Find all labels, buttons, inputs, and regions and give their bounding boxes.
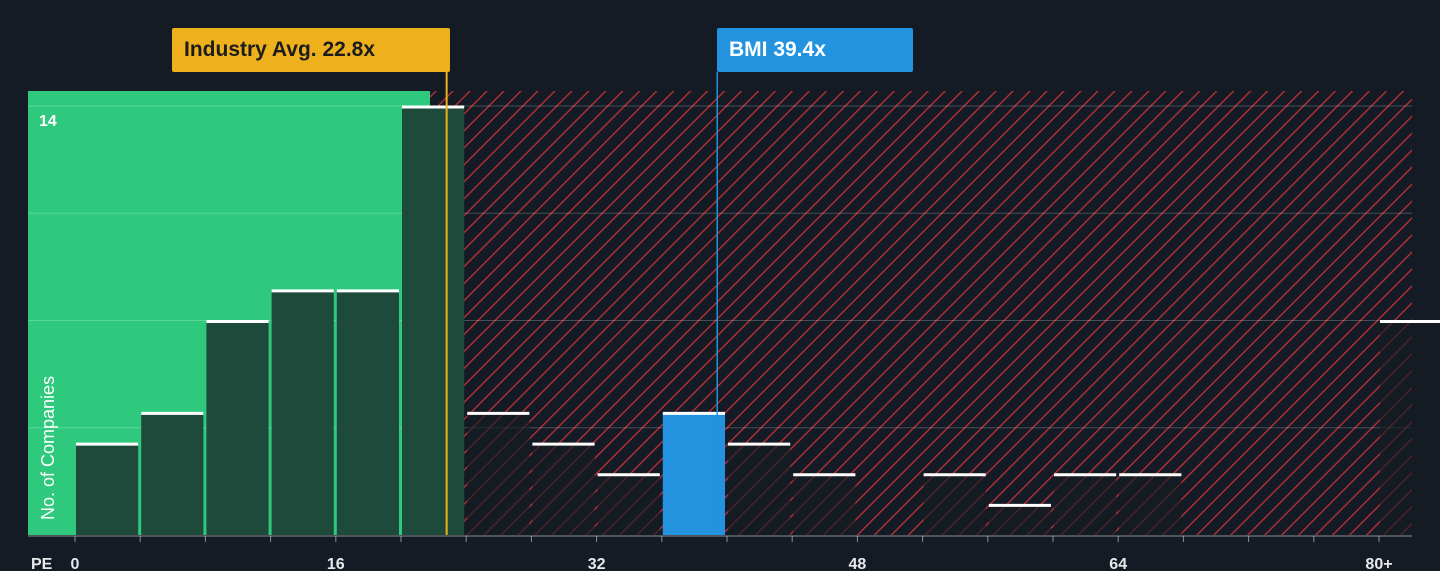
histogram-bar [336,289,399,535]
histogram-bar [402,106,465,535]
y-tick-label: 14 [39,113,57,130]
subject-pe-callout: BMI 39.4x [717,28,913,72]
histogram-bar [597,473,660,535]
x-axis-ticks: 0 16 32 48 64 80+ [71,536,1393,571]
x-tick-label: 16 [327,556,345,571]
x-tick-label: 64 [1109,556,1127,571]
histogram-bar [141,412,204,535]
histogram-bar [76,443,139,535]
histogram-bar [271,289,334,535]
histogram-bar [467,412,530,535]
y-axis-title: No. of Companies [38,376,58,520]
histogram-bar [728,443,791,535]
histogram-bar [793,473,856,535]
histogram-bar [206,320,269,535]
x-axis-title: PE [31,556,53,571]
x-tick-label: 80+ [1365,556,1392,571]
histogram-bar [1119,473,1182,535]
bars [76,105,1440,535]
industry-average-callout: Industry Avg. 22.8x [172,28,450,72]
histogram-bar [988,504,1051,535]
x-tick-label: 0 [71,556,80,571]
histogram-bar [1380,320,1440,535]
histogram-bar [532,443,595,535]
histogram-bar [1054,473,1117,535]
subject-bar [662,412,725,535]
x-tick-label: 48 [849,556,867,571]
x-tick-label: 32 [588,556,606,571]
histogram-bar [923,473,986,535]
